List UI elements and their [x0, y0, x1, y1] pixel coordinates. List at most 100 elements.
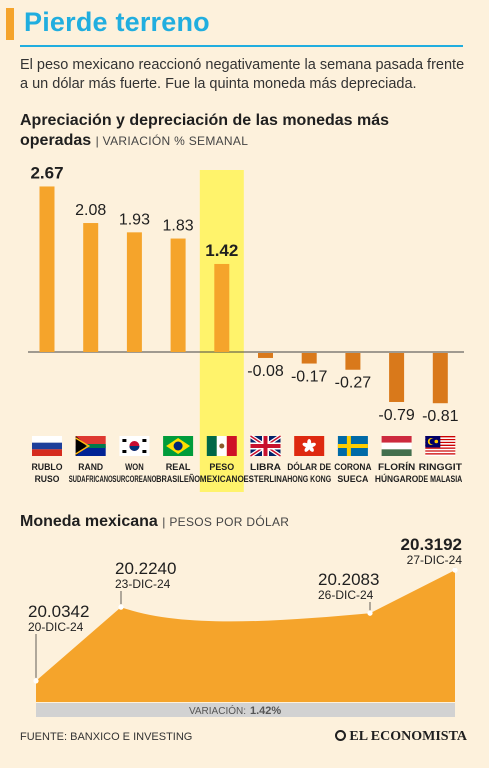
bar-chart: 2.67RUBLORUSO2.08RANDSUDAFRICANO1.93WONS… [28, 163, 464, 492]
brand-logo: EL ECONOMISTA [335, 729, 467, 745]
category-label-9-line-2: DE MALASIA [418, 474, 462, 485]
category-label-0-line-2: RUSO [35, 474, 60, 485]
hong-kong-flag-icon [294, 436, 325, 456]
point-date-3: 27-DIC-24 [407, 553, 463, 567]
point-value-0: 20.0342 [28, 602, 89, 621]
flag-stripe [226, 436, 237, 456]
flag-taeguk-half [129, 446, 140, 452]
malaysia-flag-icon [425, 436, 456, 456]
point-marker-0 [33, 678, 39, 684]
point-marker-1 [118, 604, 124, 610]
data-label-8: -0.79 [378, 407, 415, 424]
category-label-6-line-1: DÓLAR DE [287, 461, 331, 473]
bar-1 [83, 223, 99, 352]
intro-text: El peso mexicano reaccionó negativamente… [20, 56, 470, 94]
flag-globe [173, 441, 183, 451]
data-label-6: -0.17 [291, 369, 328, 386]
flag-petal [302, 442, 310, 448]
point-marker-3 [452, 567, 458, 573]
bar-5 [258, 353, 273, 358]
area-chart-subtitle: PESOS POR DÓLAR [169, 515, 290, 529]
flag-stripe [75, 436, 106, 446]
category-label-5-line-2: ESTERLINA [244, 474, 288, 485]
bar-4 [214, 263, 230, 352]
flag-star [434, 439, 439, 444]
bar-chart-subtitle: VARIACIÓN % SEMANAL [102, 134, 249, 148]
flag-stripe [381, 442, 412, 450]
flag-stripe [425, 448, 456, 451]
point-date-1: 23-DIC-24 [115, 577, 171, 591]
intro-line-1: El peso mexicano reaccionó negativamente… [20, 57, 465, 73]
flag-emblem [219, 443, 225, 449]
brand-mark-icon [335, 730, 347, 741]
bar-9 [432, 353, 448, 404]
point-date-0: 20-DIC-24 [28, 620, 84, 634]
flag-triangle [75, 436, 88, 456]
hungary-flag-icon [381, 436, 412, 456]
bar-3 [170, 238, 186, 352]
flag-chevron [75, 437, 91, 455]
category-label-3-line-1: REAL [166, 462, 191, 473]
category-label-5-line-1: LIBRA [250, 462, 281, 473]
variation-value: 1.42% [250, 705, 281, 717]
category-label-2-line-1: WON [125, 462, 144, 473]
bar-chart-title-line-2-text: operadas [20, 132, 92, 149]
flag-trigram [122, 439, 127, 442]
area-fill [36, 570, 455, 702]
flag-crescent-cut [429, 438, 436, 445]
flag-petal [308, 445, 314, 452]
area-chart-title: Moneda mexicana | PESOS POR DÓLAR [20, 512, 289, 532]
flag-stripe [32, 442, 62, 450]
source-note: FUENTE: BANXICO E INVESTING [20, 731, 193, 743]
bar-chart-subtitle-sep: | [95, 134, 103, 148]
flag-stripe [425, 447, 456, 449]
russia-flag-icon [32, 436, 62, 456]
category-label-4-line-1: PESO [209, 462, 234, 473]
point-value-2: 20.2083 [318, 570, 379, 589]
point-date-2: 26-DIC-24 [318, 588, 374, 602]
data-label-3: 1.83 [163, 218, 194, 235]
category-label-1-line-2: SUDAFRICANO [69, 474, 113, 485]
category-label-6-line-2: HONG KONG [287, 474, 331, 485]
area-chart-subtitle-sep: | [162, 515, 170, 529]
variation-label: VARIACIÓN: [189, 704, 246, 717]
flag-band [85, 444, 106, 448]
data-label-9: -0.81 [422, 408, 459, 425]
flag-petal [304, 445, 310, 452]
flag-stripe [32, 436, 62, 443]
data-label-5: -0.08 [247, 363, 284, 380]
united-kingdom-flag-icon [249, 434, 282, 458]
data-label-2: 1.93 [119, 211, 150, 228]
point-marker-2 [367, 610, 373, 616]
brazil-flag-icon [163, 436, 194, 456]
sweden-flag-icon [337, 436, 368, 456]
bar-7 [345, 353, 361, 370]
flag-stripe [381, 449, 412, 456]
category-label-7-line-1: CORONA [334, 462, 371, 473]
intro-line-2: a un dólar más fuerte. Fue la quinta mon… [20, 76, 417, 92]
flag-stripe [381, 436, 412, 443]
flag-stripe [75, 446, 106, 456]
category-label-0-line-1: RUBLO [32, 462, 63, 473]
point-value-3: 20.3192 [401, 535, 462, 554]
bar-8 [389, 353, 405, 402]
flag-stripe [425, 454, 456, 456]
title-accent-bar [6, 8, 14, 40]
category-label-8-line-2: HÚNGARO [375, 473, 418, 485]
bar-chart-title: Apreciación y depreciación de las moneda… [20, 111, 389, 151]
flag-stripe [425, 451, 456, 454]
bar-chart-title-line-1: Apreciación y depreciación de las moneda… [20, 112, 390, 129]
flag-cross-red [250, 444, 281, 448]
page-title: Pierde terreno [24, 7, 210, 37]
flag-stripe [425, 453, 456, 455]
data-label-7: -0.27 [335, 375, 372, 392]
category-label-1-line-1: RAND [78, 462, 103, 473]
data-label-0: 2.67 [30, 163, 63, 182]
data-label-1: 2.08 [75, 202, 106, 219]
mexico-flag-icon [206, 436, 237, 456]
category-label-2-line-2: SURCOREANO [112, 474, 156, 485]
variation-bar [36, 703, 455, 717]
south-africa-flag-icon [75, 436, 106, 456]
category-label-7-line-2: SUECA [337, 474, 368, 485]
